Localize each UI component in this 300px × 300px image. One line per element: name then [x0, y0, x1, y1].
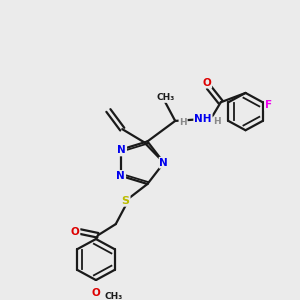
- Text: O: O: [71, 226, 80, 237]
- Text: N: N: [116, 171, 125, 181]
- Text: H: H: [213, 117, 220, 126]
- Text: N: N: [160, 158, 168, 168]
- Text: O: O: [92, 288, 100, 298]
- Text: O: O: [202, 78, 211, 88]
- Text: F: F: [265, 100, 272, 110]
- Text: H: H: [179, 118, 187, 127]
- Text: N: N: [118, 146, 126, 155]
- Text: S: S: [122, 196, 130, 206]
- Text: CH₃: CH₃: [105, 292, 123, 300]
- Text: CH₃: CH₃: [156, 93, 174, 102]
- Text: NH: NH: [194, 114, 212, 124]
